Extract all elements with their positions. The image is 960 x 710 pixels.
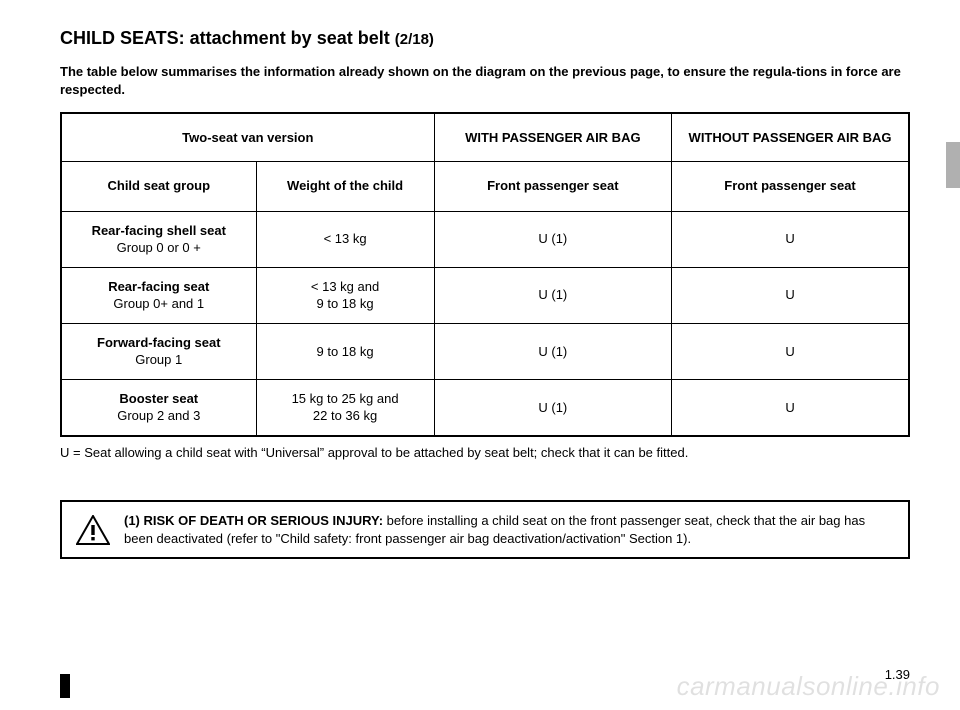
c4-cell: U	[672, 267, 909, 323]
c3-cell: U (1)	[434, 323, 671, 379]
table-row: Booster seatGroup 2 and 3 15 kg to 25 kg…	[61, 379, 909, 436]
seat-group: Group 0+ and 1	[68, 295, 250, 313]
child-seat-table: Two-seat van version WITH PASSENGER AIR …	[60, 112, 910, 437]
seat-name: Forward-facing seat	[68, 334, 250, 352]
subheader-col4: Front passenger seat	[672, 161, 909, 211]
table-row: Forward-facing seatGroup 1 9 to 18 kg U …	[61, 323, 909, 379]
c3-cell: U (1)	[434, 379, 671, 436]
seat-name: Rear-facing seat	[68, 278, 250, 296]
header-span2: Two-seat van version	[61, 113, 434, 161]
weight-cell: 9 to 18 kg	[256, 323, 434, 379]
title-main: CHILD SEATS: attachment by seat belt	[60, 28, 395, 48]
warning-lead: (1) RISK OF DEATH OR SERIOUS INJURY:	[124, 513, 383, 528]
header-col4: WITHOUT PASSENGER AIR BAG	[672, 113, 909, 161]
weight-cell: 15 kg to 25 kg and22 to 36 kg	[256, 379, 434, 436]
seat-group: Group 2 and 3	[68, 407, 250, 425]
seat-name: Rear-facing shell seat	[68, 222, 250, 240]
c4-cell: U	[672, 211, 909, 267]
seat-group: Group 1	[68, 351, 250, 369]
page-title: CHILD SEATS: attachment by seat belt (2/…	[60, 28, 910, 49]
footnote: U = Seat allowing a child seat with “Uni…	[60, 445, 910, 460]
c3-cell: U (1)	[434, 267, 671, 323]
subheader-col2: Weight of the child	[256, 161, 434, 211]
seat-cell: Rear-facing shell seatGroup 0 or 0 +	[61, 211, 256, 267]
weight-cell: < 13 kg	[256, 211, 434, 267]
subheader-col3: Front passenger seat	[434, 161, 671, 211]
c4-cell: U	[672, 379, 909, 436]
page-tab	[946, 142, 960, 188]
table-row: Rear-facing seatGroup 0+ and 1 < 13 kg a…	[61, 267, 909, 323]
seat-cell: Booster seatGroup 2 and 3	[61, 379, 256, 436]
page-number: 1.39	[885, 667, 910, 682]
c3-cell: U (1)	[434, 211, 671, 267]
c4-cell: U	[672, 323, 909, 379]
seat-name: Booster seat	[68, 390, 250, 408]
warning-triangle-icon	[76, 515, 110, 545]
intro-text: The table below summarises the informati…	[60, 63, 910, 98]
table-row: Rear-facing shell seatGroup 0 or 0 + < 1…	[61, 211, 909, 267]
title-sub: (2/18)	[395, 31, 434, 48]
warning-text: (1) RISK OF DEATH OR SERIOUS INJURY: bef…	[124, 512, 894, 547]
subheader-col1: Child seat group	[61, 161, 256, 211]
seat-cell: Forward-facing seatGroup 1	[61, 323, 256, 379]
seat-cell: Rear-facing seatGroup 0+ and 1	[61, 267, 256, 323]
seat-group: Group 0 or 0 +	[68, 239, 250, 257]
table-header-row: Two-seat van version WITH PASSENGER AIR …	[61, 113, 909, 161]
weight-cell: < 13 kg and9 to 18 kg	[256, 267, 434, 323]
table-subheader-row: Child seat group Weight of the child Fro…	[61, 161, 909, 211]
bottom-mark	[60, 674, 70, 698]
warning-box: (1) RISK OF DEATH OR SERIOUS INJURY: bef…	[60, 500, 910, 559]
header-col3: WITH PASSENGER AIR BAG	[434, 113, 671, 161]
